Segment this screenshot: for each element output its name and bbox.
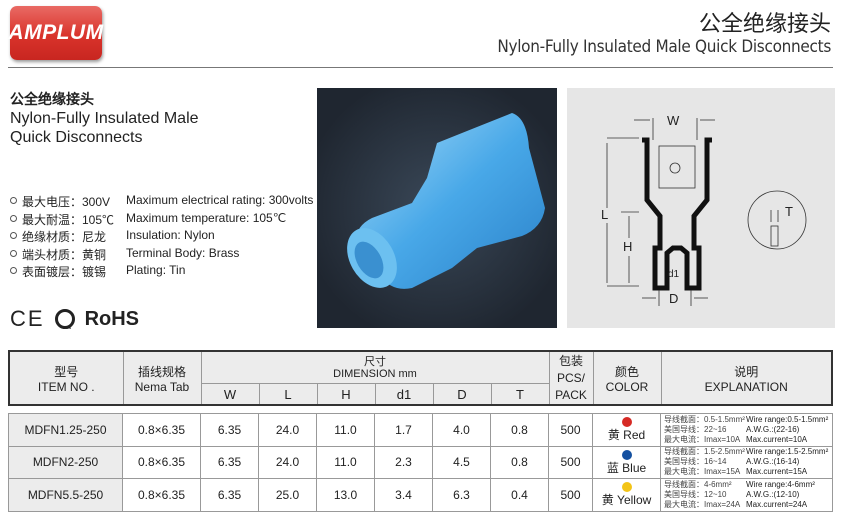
- explanation: 导线截面：4-6mm² Wire range:4-6mm² 美国导线：12~10 A.…: [660, 478, 833, 512]
- table-row: MDFN2-250 0.8×6.35 6.35 24.0 11.0 2.3 4.5 0.8 50…: [8, 445, 833, 479]
- header-explanation: 说明 EXPLANATION: [660, 350, 833, 406]
- bullet-icon: [10, 267, 17, 274]
- dim-value: 25.0: [258, 478, 317, 512]
- color-cell: 黄 Red: [592, 413, 661, 447]
- sgs-label: SGS: [62, 325, 72, 330]
- spec-item: 端头材质：黄铜 Terminal Body: Brass: [10, 246, 239, 263]
- dim-value: 6.35: [200, 478, 259, 512]
- certifications: CE SGS RoHS: [10, 306, 139, 332]
- bullet-icon: [10, 197, 17, 204]
- dim-value: 6.35: [200, 445, 259, 479]
- dim-value: 3.4: [374, 478, 433, 512]
- spec-en: Maximum temperature: 105℃: [126, 210, 287, 225]
- spec-item: 绝缘材质：尼龙 Insulation: Nylon: [10, 228, 215, 245]
- dim-value: 24.0: [258, 445, 317, 479]
- spec-en: Terminal Body: Brass: [126, 245, 240, 260]
- label-H: H: [623, 239, 632, 254]
- color-cell: 蓝 Blue: [592, 445, 661, 479]
- spec-cn: 最大耐温：105℃: [22, 212, 115, 227]
- pack-qty: 500: [548, 413, 593, 447]
- header-dim-T: T: [490, 383, 550, 406]
- dim-value: 0.8: [490, 445, 549, 479]
- header-nema: 插线规格 Nema Tab: [122, 350, 202, 406]
- dim-value: 1.7: [374, 413, 433, 447]
- dim-value: 4.5: [432, 445, 491, 479]
- dim-value: 11.0: [316, 445, 375, 479]
- header-dim-H: H: [316, 383, 376, 406]
- dim-value: 11.0: [316, 413, 375, 447]
- dim-value: 24.0: [258, 413, 317, 447]
- nema-tab: 0.8×6.35: [122, 445, 201, 479]
- nema-tab: 0.8×6.35: [122, 413, 201, 447]
- header-dimension: 尺寸 DIMENSION mm: [200, 350, 550, 385]
- spec-cn: 最大电压：300V: [22, 195, 111, 209]
- dim-value: 4.0: [432, 413, 491, 447]
- dimension-drawing: W L H d1 D T: [567, 88, 835, 328]
- header-dim-D: D: [432, 383, 492, 406]
- spec-item: 最大电压：300V Maximum electrical rating: 300v…: [10, 193, 313, 210]
- spec-cn: 表面镀层：镀锡: [22, 265, 107, 279]
- explanation: 导线截面：1.5-2.5mm² Wire range:1.5-2.5mm² 美国导线…: [660, 445, 833, 479]
- pack-qty: 500: [548, 478, 593, 512]
- dim-value: 0.4: [490, 478, 549, 512]
- table-row: MDFN1.25-250 0.8×6.35 6.35 24.0 11.0 1.7 4.0 0.…: [8, 413, 833, 447]
- bullet-icon: [10, 249, 17, 257]
- divider: [8, 67, 833, 68]
- dim-value: 2.3: [374, 445, 433, 479]
- spec-item: 最大耐温：105℃ Maximum temperature: 105℃: [10, 211, 286, 228]
- label-D: D: [669, 291, 678, 306]
- item-no: MDFN1.25-250: [8, 413, 123, 447]
- nema-tab: 0.8×6.35: [122, 478, 201, 512]
- header-color: 颜色 COLOR: [592, 350, 662, 406]
- spec-item: 表面镀层：镀锡 Plating: Tin: [10, 263, 185, 280]
- page-title-cn: 公全绝缘接头: [698, 12, 831, 37]
- product-title-cn: 公全绝缘接头: [10, 91, 94, 107]
- product-title: 公全绝缘接头 Nylon-Fully Insulated Male Quick …: [10, 90, 199, 147]
- product-title-en-1: Nylon-Fully Insulated Male: [10, 110, 199, 127]
- spec-en: Plating: Tin: [126, 263, 186, 277]
- dim-value: 6.3: [432, 478, 491, 512]
- spec-en: Insulation: Nylon: [126, 228, 215, 242]
- pack-qty: 500: [548, 445, 593, 479]
- bullet-icon: [10, 232, 17, 239]
- product-photo: [317, 88, 557, 328]
- spec-cn: 端头材质：黄铜: [22, 247, 107, 262]
- explanation: 导线截面：0.5-1.5mm² Wire range:0.5-1.5mm² 美国导线…: [660, 413, 833, 447]
- dim-value: 6.35: [200, 413, 259, 447]
- ce-mark: CE: [10, 306, 45, 331]
- table-row: MDFN5.5-250 0.8×6.35 6.35 25.0 13.0 3.4 6.3 0.4…: [8, 478, 833, 512]
- spec-table-body: MDFN1.25-250 0.8×6.35 6.35 24.0 11.0 1.7 4.0 0.…: [8, 413, 833, 512]
- color-dot-icon: [621, 449, 632, 460]
- header-dim-L: L: [258, 383, 318, 406]
- label-T: T: [785, 204, 793, 219]
- label-d1: d1: [668, 269, 680, 280]
- header-dim-d1: d1: [374, 383, 434, 406]
- spec-cn: 绝缘材质：尼龙: [22, 230, 107, 244]
- header-item: 型号 ITEM NO .: [8, 350, 124, 406]
- dim-value: 13.0: [316, 478, 375, 512]
- brand-logo: AMPLUM: [8, 6, 103, 60]
- label-W: W: [667, 113, 680, 128]
- dim-value: 0.8: [490, 413, 549, 447]
- label-L: L: [601, 207, 608, 222]
- header-dim-W: W: [200, 383, 260, 406]
- spec-en: Maximum electrical rating: 300volts: [126, 193, 314, 207]
- rohs-mark: RoHS: [84, 307, 140, 330]
- page-title-en: Nylon-Fully Insulated Male Quick Disconn…: [497, 37, 831, 57]
- product-title-en-2: Quick Disconnects: [10, 129, 143, 146]
- sgs-mark-icon: SGS: [54, 309, 75, 330]
- item-no: MDFN2-250: [8, 445, 123, 479]
- color-dot-icon: [621, 417, 632, 428]
- header-pack: 包装 PCS/PACK: [548, 350, 594, 406]
- color-dot-icon: [621, 482, 632, 493]
- color-cell: 黄 Yellow: [592, 478, 661, 512]
- spec-table-header: 型号 ITEM NO . 插线规格 Nema Tab 尺寸 DIMENSION mm …: [8, 350, 833, 406]
- bullet-icon: [10, 214, 17, 222]
- item-no: MDFN5.5-250: [8, 478, 123, 512]
